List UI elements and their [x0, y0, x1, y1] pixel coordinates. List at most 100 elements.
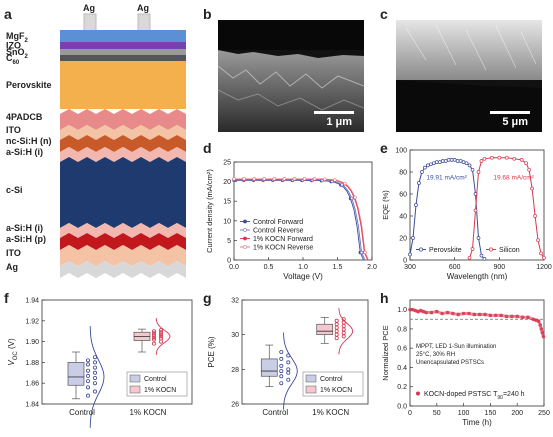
data-point: [86, 368, 91, 373]
data-point: [151, 337, 156, 342]
y-tick-label: 15: [223, 199, 231, 206]
layer-label: a-Si:H (i): [6, 147, 43, 157]
legend-marker: [243, 245, 247, 249]
series-point: [333, 178, 337, 182]
series-point: [461, 160, 466, 164]
data-point: [341, 334, 346, 339]
series-point: [443, 159, 448, 163]
y-tick-label: 28: [231, 367, 239, 374]
x-category-label: 1% KOCN: [130, 408, 167, 417]
data-point: [279, 356, 284, 361]
data-point: [334, 329, 339, 334]
y-tick-label: 20: [223, 179, 231, 186]
series-point: [515, 314, 519, 319]
series-point: [510, 314, 514, 319]
y-axis-label: Current density (mA/cm²): [205, 169, 214, 253]
distribution-curve: [338, 308, 354, 355]
data-point: [279, 381, 284, 386]
y-tick-label: 1.90: [25, 339, 39, 346]
distribution-curve: [89, 326, 105, 428]
x-tick-label: 200: [511, 410, 523, 417]
x-tick-label: 300: [404, 264, 416, 271]
data-point: [151, 341, 156, 346]
series-point: [504, 314, 509, 319]
legend-label: Control Reverse: [253, 228, 304, 235]
annotation-line: 25°C, 30% RH: [416, 352, 455, 358]
series-point: [499, 313, 503, 318]
series-point: [455, 159, 460, 163]
data-point: [341, 327, 346, 332]
series-point: [520, 315, 525, 320]
contact-label-left: Ag: [83, 3, 95, 13]
data-point: [151, 331, 156, 336]
plot-frame: [41, 299, 193, 405]
layer-label: nc-Si:H (n): [6, 136, 52, 146]
series-point: [472, 312, 477, 317]
data-point: [158, 328, 163, 333]
box-1: [316, 323, 334, 336]
x-category-label: Control: [262, 408, 288, 417]
layer-11: [60, 233, 186, 250]
plot-frame: [409, 299, 545, 407]
y-tick-label: 1.84: [25, 402, 39, 409]
chart-jv-curves: 0.0 0.5 1.0 1.5 2.0 0 5 10 15 20 25 Voltage (V) Curr…: [205, 160, 377, 282]
data-point: [86, 362, 91, 367]
series-point: [423, 165, 427, 170]
y-tick-label: 0.2: [397, 384, 407, 391]
data-point: [334, 318, 339, 323]
layer-2: [60, 49, 186, 55]
layer-1: [60, 42, 186, 49]
y-axis-label: Normalized PCE: [381, 325, 390, 380]
series-point: [426, 163, 430, 168]
y-axis-label: EQE (%): [381, 190, 390, 220]
series-point: [302, 177, 307, 181]
panel-label-f: f: [4, 290, 9, 306]
y-tick-label: 60: [399, 192, 407, 199]
series-point: [476, 236, 481, 240]
device-stack-schematic: Ag AgMgF2IZOSnO2C60Perovskite4PADCBITOnc-…: [6, 3, 186, 278]
data-point: [151, 333, 156, 338]
y-tick-label: 40: [399, 214, 407, 221]
y-tick-label: 0: [403, 258, 407, 265]
y-tick-label: 0.6: [397, 346, 407, 353]
layer-4: [60, 61, 186, 109]
series-point: [536, 319, 541, 323]
x-tick-label: 0.0: [229, 264, 239, 271]
layer-10: [60, 223, 186, 238]
y-tick-label: 80: [399, 170, 407, 177]
y-tick-label: 0.0: [397, 404, 407, 411]
layer-3: [60, 55, 186, 61]
data-point: [341, 330, 346, 335]
x-tick-label: 250: [538, 410, 550, 417]
contact-label-right: Ag: [137, 3, 149, 13]
y-tick-label: 0: [227, 258, 231, 265]
legend-label: Control: [320, 376, 343, 383]
series-band: [410, 308, 545, 338]
panel-label-d: d: [203, 140, 212, 156]
panel-label-h: h: [380, 290, 389, 306]
series-point: [533, 214, 537, 218]
scale-bar: [490, 111, 530, 114]
series-point: [359, 250, 364, 255]
legend-label: Control Forward: [253, 219, 303, 226]
scale-bar-label: 5 μm: [502, 116, 528, 128]
legend-label: Control: [144, 376, 167, 383]
series-point: [435, 309, 439, 314]
data-point: [86, 385, 91, 390]
x-tick-label: 900: [493, 264, 505, 271]
x-tick-label: 100: [458, 410, 470, 417]
data-point: [158, 334, 163, 339]
data-point: [93, 376, 98, 381]
x-category-label: Control: [69, 408, 95, 417]
y-tick-label: 1.92: [25, 318, 39, 325]
series-point: [473, 208, 478, 213]
legend-marker: [243, 219, 247, 224]
series-point: [323, 177, 327, 181]
series-point: [420, 170, 424, 174]
layer-13: [60, 261, 186, 278]
series-point: [429, 310, 434, 315]
x-tick-label: 1.5: [333, 264, 343, 271]
legend-label: Silicon: [499, 247, 520, 254]
series-point: [440, 311, 444, 316]
data-point: [286, 370, 291, 375]
